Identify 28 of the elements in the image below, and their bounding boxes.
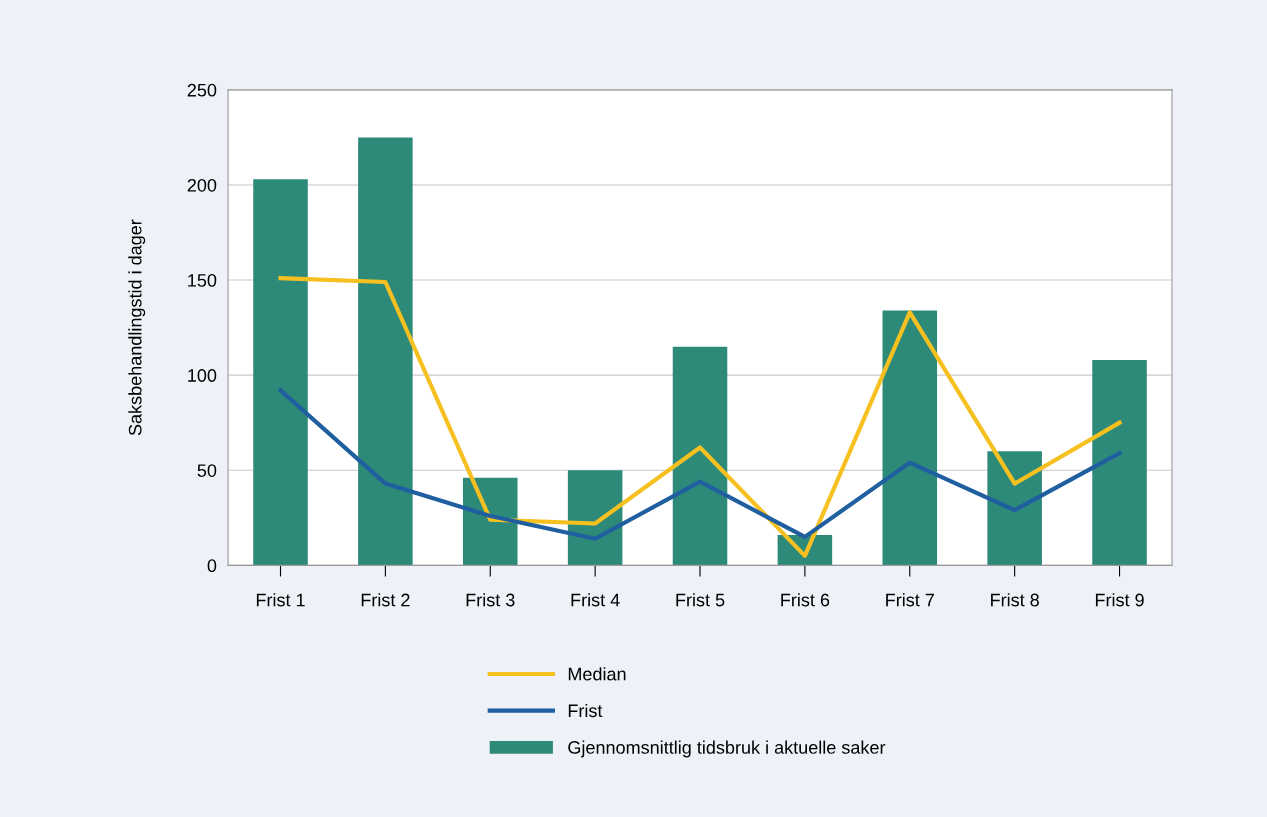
legend-label: Median (568, 667, 626, 681)
bar (253, 179, 308, 566)
bar (1092, 359, 1147, 566)
y-tick-label: 200 (187, 178, 217, 192)
x-tick-label: Frist 3 (466, 593, 515, 607)
line-series (278, 388, 1122, 541)
x-tick-label: Frist 1 (256, 593, 305, 607)
y-tick-label: 100 (188, 369, 217, 382)
bar (987, 451, 1042, 566)
legend-label: Gjennomsnittlig tidsbruk i aktuelle saker (568, 740, 886, 758)
x-tick-label: Frist 5 (676, 593, 725, 607)
x-tick-label: Frist 9 (1095, 593, 1144, 607)
y-tick-label: 250 (187, 83, 217, 97)
y-axis-title: Saksbehandlingstid i dager (128, 219, 146, 436)
x-tick-label: Frist 2 (361, 593, 410, 607)
x-tick-label: Frist 4 (571, 593, 620, 607)
x-tick-label: Frist 8 (991, 593, 1039, 607)
bar (882, 310, 938, 566)
line-series (278, 276, 1122, 558)
bar (358, 137, 413, 566)
legend-label: Frist (568, 703, 603, 718)
x-tick-label: Frist 6 (781, 593, 830, 607)
y-tick-label: 0 (207, 559, 217, 573)
y-tick-label: 150 (188, 274, 217, 287)
bar (672, 346, 728, 566)
x-tick-label: Frist 7 (886, 593, 934, 607)
y-tick-label: 50 (197, 464, 217, 477)
bar (462, 477, 518, 566)
